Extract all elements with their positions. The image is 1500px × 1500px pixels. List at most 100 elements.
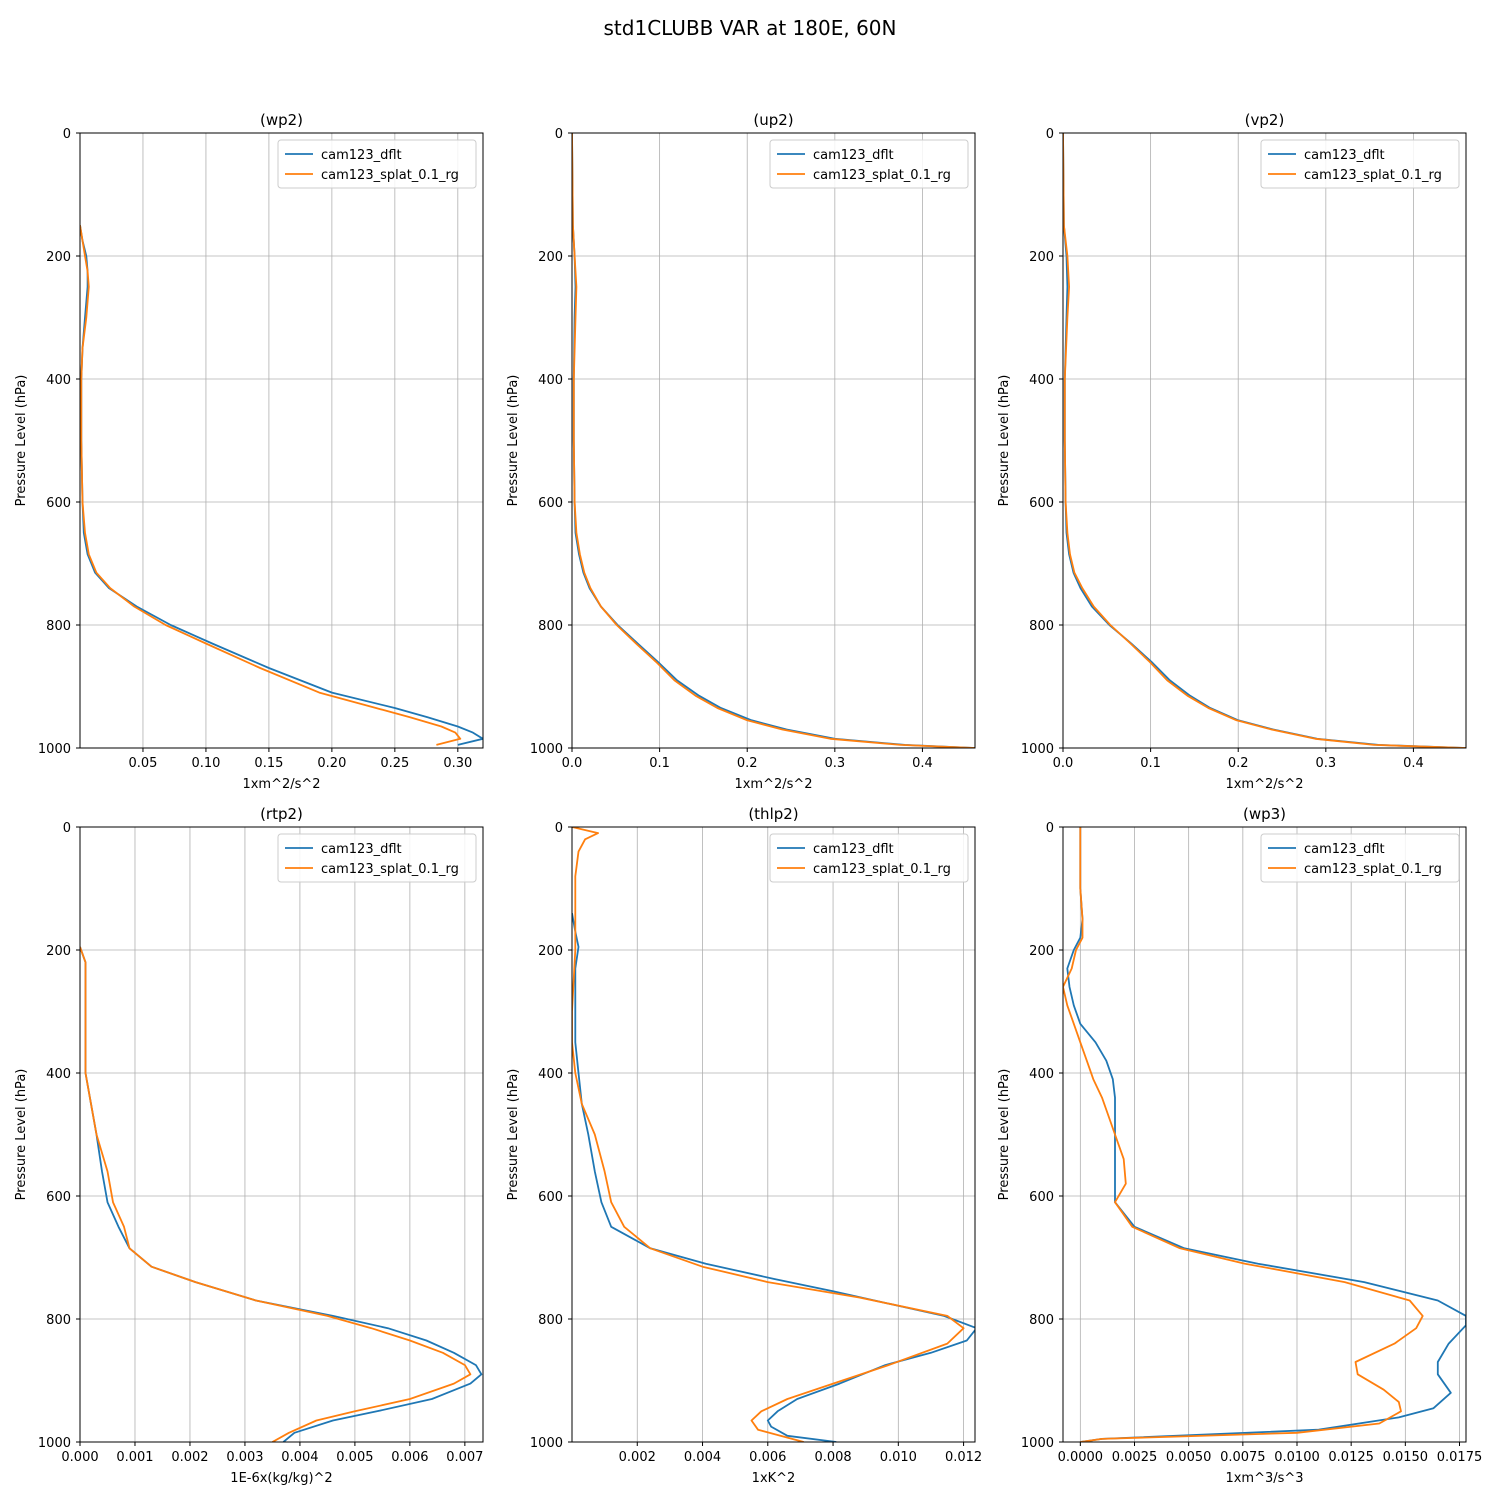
- x-tick-label: 0.004: [281, 1450, 318, 1465]
- y-axis-label: Pressure Level (hPa): [14, 375, 29, 507]
- y-tick-label: 800: [46, 619, 71, 634]
- y-tick-label: 400: [1029, 1067, 1054, 1082]
- x-tick-label: 0.000: [61, 1450, 98, 1465]
- x-tick-label: 0.008: [814, 1450, 851, 1465]
- legend: cam123_dflt cam123_splat_0.1_rg: [1260, 833, 1460, 883]
- legend-label: cam123_dflt: [321, 842, 402, 857]
- x-tick-label: 0.25: [380, 756, 409, 771]
- y-tick-label: 0: [555, 821, 563, 836]
- y-tick-label: 600: [46, 1190, 71, 1205]
- y-tick-label: 600: [538, 496, 563, 511]
- y-tick-label: 0: [1046, 127, 1054, 142]
- subplot-title: (wp2): [260, 111, 303, 129]
- x-axis-label: 1xm^2/s^2: [734, 777, 812, 792]
- x-tick-label: 0.002: [619, 1450, 656, 1465]
- x-tick-label: 0.3: [1315, 756, 1336, 771]
- y-tick-label: 0: [63, 127, 71, 142]
- y-tick-label: 600: [1029, 496, 1054, 511]
- legend-label: cam123_splat_0.1_rg: [813, 862, 951, 877]
- legend-box: [1260, 833, 1460, 883]
- x-tick-label: 0.2: [1228, 756, 1249, 771]
- x-tick-label: 0.15: [254, 756, 283, 771]
- subplot-up2: 0.0 0.1 0.2 0.3 0.4 0 200 400 600 800 1000 (up2) 1xm…: [506, 111, 976, 792]
- legend-box: [277, 833, 477, 883]
- legend-label: cam123_splat_0.1_rg: [321, 168, 459, 183]
- axes-frame: [79, 132, 484, 749]
- y-tick-label: 1000: [1021, 1436, 1054, 1451]
- y-axis-label: Pressure Level (hPa): [14, 1069, 29, 1201]
- legend-label: cam123_splat_0.1_rg: [813, 168, 951, 183]
- series-line-cam123_splat_0.1_rg: [1063, 827, 1424, 1442]
- x-tick-label: 0.001: [116, 1450, 153, 1465]
- x-tick-label: 0.0050: [1166, 1450, 1212, 1465]
- axes-frame: [1062, 132, 1467, 749]
- y-tick-label: 200: [1029, 944, 1054, 959]
- x-tick-label: 0.4: [1403, 756, 1424, 771]
- x-tick-label: 0.002: [171, 1450, 208, 1465]
- subplot-title: (up2): [753, 111, 793, 129]
- series-line-cam123_splat_0.1_rg: [80, 946, 472, 1442]
- legend: cam123_dflt cam123_splat_0.1_rg: [1260, 139, 1460, 189]
- x-axis-label: 1xK^2: [752, 1471, 796, 1486]
- x-tick-label: 0.0000: [1058, 1450, 1104, 1465]
- y-tick-label: 400: [538, 1067, 563, 1082]
- y-tick-label: 200: [538, 250, 563, 265]
- y-tick-label: 1000: [38, 742, 71, 757]
- y-tick-label: 600: [46, 496, 71, 511]
- plot-area: [572, 827, 975, 1442]
- series-line-cam123_dflt: [1066, 827, 1466, 1442]
- legend-label: cam123_dflt: [1304, 842, 1385, 857]
- legend-box: [277, 139, 477, 189]
- legend-label: cam123_splat_0.1_rg: [1304, 168, 1442, 183]
- x-tick-label: 0.0075: [1220, 1450, 1266, 1465]
- plot-area: [1063, 133, 1466, 748]
- subplot-title: (thlp2): [748, 805, 798, 823]
- plot-area: [572, 133, 975, 748]
- legend: cam123_dflt cam123_splat_0.1_rg: [769, 139, 969, 189]
- y-tick-label: 0: [555, 127, 563, 142]
- y-tick-label: 200: [46, 944, 71, 959]
- x-tick-label: 0.1: [649, 756, 670, 771]
- subplot-wp2: 0.05 0.10 0.15 0.20 0.25 0.30 0 200 400 600 800 100…: [14, 111, 484, 792]
- x-tick-label: 0.0: [1053, 756, 1074, 771]
- x-tick-label: 0.20: [317, 756, 346, 771]
- legend: cam123_dflt cam123_splat_0.1_rg: [277, 833, 477, 883]
- subplot-rtp2: 0.000 0.001 0.002 0.003 0.004 0.005 0.006 0.007…: [14, 805, 484, 1486]
- y-tick-label: 800: [538, 1313, 563, 1328]
- x-tick-label: 0.0125: [1328, 1450, 1374, 1465]
- subplot-thlp2: 0.002 0.004 0.006 0.008 0.010 0.012 0 200 400 600…: [506, 805, 982, 1486]
- x-tick-label: 0.0: [562, 756, 583, 771]
- x-tick-label: 0.006: [749, 1450, 786, 1465]
- x-tick-label: 0.4: [912, 756, 933, 771]
- legend-label: cam123_splat_0.1_rg: [321, 862, 459, 877]
- y-axis-label: Pressure Level (hPa): [506, 1069, 521, 1201]
- y-tick-label: 1000: [38, 1436, 71, 1451]
- y-tick-label: 800: [1029, 1313, 1054, 1328]
- legend: cam123_dflt cam123_splat_0.1_rg: [769, 833, 969, 883]
- subplot-title: (vp2): [1245, 111, 1285, 129]
- y-tick-label: 1000: [530, 1436, 563, 1451]
- x-tick-label: 0.003: [226, 1450, 263, 1465]
- y-tick-label: 0: [63, 821, 71, 836]
- y-tick-label: 1000: [530, 742, 563, 757]
- x-tick-label: 0.3: [824, 756, 845, 771]
- y-tick-label: 400: [46, 373, 71, 388]
- x-tick-label: 0.0150: [1383, 1450, 1429, 1465]
- x-tick-label: 0.1: [1140, 756, 1161, 771]
- legend-label: cam123_dflt: [1304, 148, 1385, 163]
- x-tick-label: 0.006: [391, 1450, 428, 1465]
- series-line-cam123_splat_0.1_rg: [572, 827, 965, 1442]
- y-tick-label: 200: [46, 250, 71, 265]
- subplot-title: (rtp2): [260, 805, 303, 823]
- x-tick-label: 0.005: [336, 1450, 373, 1465]
- plot-area: [80, 827, 483, 1442]
- axes-frame: [79, 826, 484, 1443]
- series-line-cam123_dflt: [572, 912, 975, 1442]
- y-tick-label: 200: [538, 944, 563, 959]
- x-axis-label: 1xm^2/s^2: [242, 777, 320, 792]
- x-tick-label: 0.010: [880, 1450, 917, 1465]
- legend-box: [769, 139, 969, 189]
- y-axis-label: Pressure Level (hPa): [506, 375, 521, 507]
- x-tick-label: 0.012: [945, 1450, 982, 1465]
- x-axis-label: 1xm^3/s^3: [1225, 1471, 1303, 1486]
